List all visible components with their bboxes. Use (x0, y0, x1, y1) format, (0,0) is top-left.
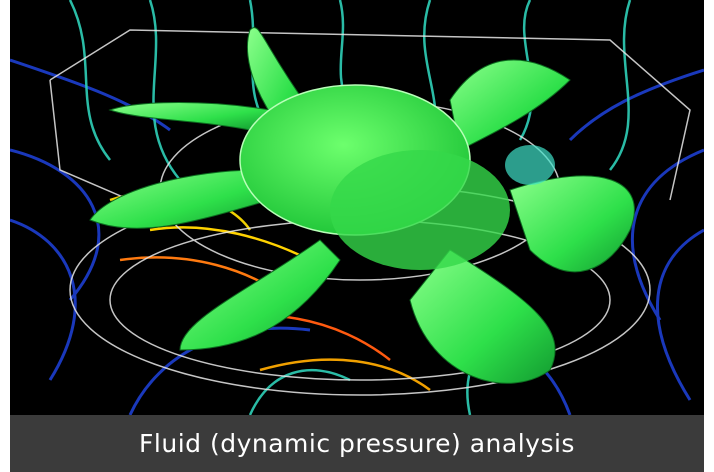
figure: Fluid (dynamic pressure) analysis (10, 0, 704, 472)
simulation-image (10, 0, 704, 415)
page: Fluid (dynamic pressure) analysis (() =>… (0, 0, 714, 472)
caption: Fluid (dynamic pressure) analysis (10, 415, 704, 472)
